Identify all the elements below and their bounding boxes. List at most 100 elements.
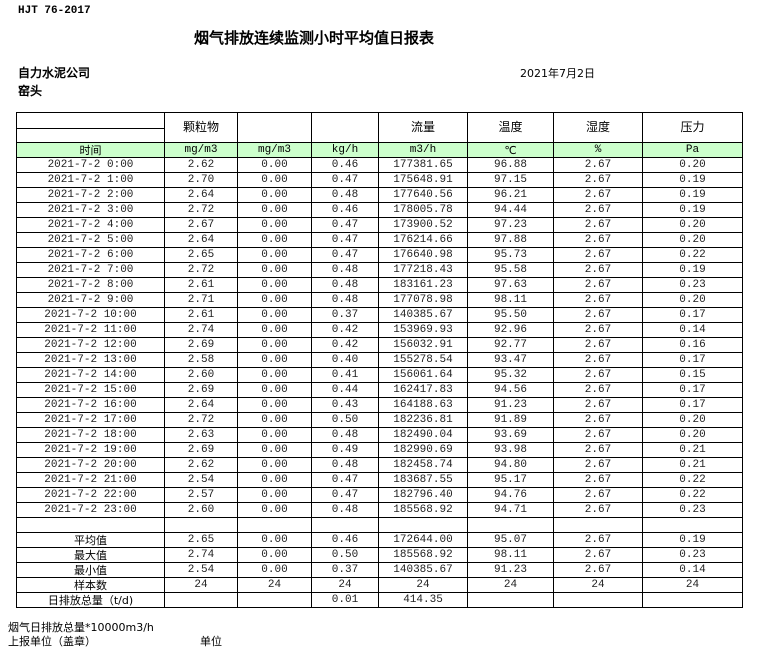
table-cell: 177218.43 [378, 262, 468, 278]
table-cell: 0.00 [237, 247, 312, 263]
table-cell: 2.72 [164, 412, 238, 428]
table-cell: 0.00 [237, 172, 312, 188]
table-cell: 183161.23 [378, 277, 468, 293]
table-cell: 2.67 [553, 262, 643, 278]
table-cell: 0.23 [642, 547, 743, 563]
table-cell: 93.47 [467, 352, 554, 368]
header-cell: 流量 [378, 112, 468, 143]
table-cell: 2.67 [553, 397, 643, 413]
table-cell: 0.20 [642, 217, 743, 233]
table-cell: 2.67 [553, 487, 643, 503]
table-cell: 2.67 [553, 502, 643, 518]
table-cell: 24 [467, 577, 554, 593]
table-cell: 2.62 [164, 457, 238, 473]
table-cell: 0.42 [311, 322, 379, 338]
summary-row: 最小值 2.54 0.00 0.37 140385.67 91.23 2.67 0.14 [16, 562, 743, 578]
row-label: 平均值 [16, 532, 165, 548]
row-label: 2021-7-2 1:00 [16, 172, 165, 188]
table-cell: 2.72 [164, 202, 238, 218]
table-row: 2021-7-2 18:00 2.63 0.00 0.48 182490.04 93.69… [16, 427, 743, 443]
row-label: 2021-7-2 17:00 [16, 412, 165, 428]
site-name: 窑头 [18, 84, 43, 98]
table-cell [164, 517, 238, 533]
table-cell: 0.00 [237, 532, 312, 548]
row-label: 2021-7-2 19:00 [16, 442, 165, 458]
table-cell: 91.23 [467, 397, 554, 413]
table-cell: 2.71 [164, 292, 238, 308]
table-cell: 2.67 [553, 382, 643, 398]
summary-row: 平均值 2.65 0.00 0.46 172644.00 95.07 2.67 0.19 [16, 532, 743, 548]
table-cell: 2.67 [553, 547, 643, 563]
table-cell: 2.69 [164, 382, 238, 398]
table-cell: 0.00 [237, 382, 312, 398]
unit-cell: mg/m3 [164, 142, 238, 158]
table-cell: 0.50 [311, 412, 379, 428]
table-cell: 97.15 [467, 172, 554, 188]
row-label: 2021-7-2 23:00 [16, 502, 165, 518]
row-label [16, 517, 165, 533]
unit-cell: % [553, 142, 643, 158]
table-cell: 140385.67 [378, 307, 468, 323]
table-cell: 2.67 [553, 412, 643, 428]
divider [17, 128, 164, 129]
table-cell: 0.00 [237, 562, 312, 578]
table-cell: 0.47 [311, 487, 379, 503]
table-cell: 96.21 [467, 187, 554, 203]
table-cell: 182490.04 [378, 427, 468, 443]
table-cell: 2.67 [553, 187, 643, 203]
table-cell [237, 592, 312, 608]
table-row: 2021-7-2 17:00 2.72 0.00 0.50 182236.81 91.89… [16, 412, 743, 428]
table-cell: 0.19 [642, 202, 743, 218]
table-cell: 0.48 [311, 502, 379, 518]
table-row: 2021-7-2 23:00 2.60 0.00 0.48 185568.92 94.71… [16, 502, 743, 518]
row-label: 2021-7-2 8:00 [16, 277, 165, 293]
header-cell: 压力 [642, 112, 743, 143]
table-cell: 0.20 [642, 412, 743, 428]
table-cell [642, 517, 743, 533]
table-cell: 0.17 [642, 382, 743, 398]
row-label: 2021-7-2 5:00 [16, 232, 165, 248]
table-cell: 0.47 [311, 217, 379, 233]
table-cell: 93.69 [467, 427, 554, 443]
table-cell: 185568.92 [378, 502, 468, 518]
table-cell: 2.67 [553, 202, 643, 218]
table-cell: 0.01 [311, 592, 379, 608]
table-cell: 24 [553, 577, 643, 593]
table-cell: 0.22 [642, 247, 743, 263]
table-row: 2021-7-2 22:00 2.57 0.00 0.47 182796.40 94.76… [16, 487, 743, 503]
company-name: 自力水泥公司 [18, 66, 91, 80]
unit-cell: m3/h [378, 142, 468, 158]
report-title: 烟气排放连续监测小时平均值日报表 [194, 29, 435, 47]
table-cell: 0.17 [642, 352, 743, 368]
table-cell: 0.16 [642, 337, 743, 353]
table-cell: 2.65 [164, 247, 238, 263]
table-cell: 0.48 [311, 292, 379, 308]
table-cell: 93.98 [467, 442, 554, 458]
table-row: 2021-7-2 13:00 2.58 0.00 0.40 155278.54 93.47… [16, 352, 743, 368]
table-cell: 95.50 [467, 307, 554, 323]
table-cell: 2.74 [164, 547, 238, 563]
table-cell: 2.69 [164, 337, 238, 353]
report-table: 颗粒物 流量 温度 湿度 压力 时间 mg/m3 mg/m3 kg/h m3/h ℃% Pa 2021-… [16, 112, 743, 608]
table-cell: 0.00 [237, 367, 312, 383]
row-label: 样本数 [16, 577, 165, 593]
row-label: 2021-7-2 16:00 [16, 397, 165, 413]
table-row: 2021-7-2 8:00 2.61 0.00 0.48 183161.23 97.63 2… [16, 277, 743, 293]
footer-note: 烟气日排放总量*10000m3/h [8, 621, 154, 634]
table-cell: 2.54 [164, 472, 238, 488]
table-cell: 0.00 [237, 397, 312, 413]
table-cell: 0.19 [642, 172, 743, 188]
unit-cell: ℃ [467, 142, 554, 158]
table-cell: 97.88 [467, 232, 554, 248]
table-cell: 183687.55 [378, 472, 468, 488]
table-cell: 0.47 [311, 472, 379, 488]
table-cell: 0.20 [642, 232, 743, 248]
table-cell: 0.47 [311, 232, 379, 248]
table-cell: 94.44 [467, 202, 554, 218]
summary-row [16, 517, 743, 533]
table-cell: 2.61 [164, 277, 238, 293]
table-cell: 0.23 [642, 502, 743, 518]
table-cell: 24 [164, 577, 238, 593]
table-cell: 2.67 [553, 472, 643, 488]
table-row: 2021-7-2 21:00 2.54 0.00 0.47 183687.55 95.17… [16, 472, 743, 488]
